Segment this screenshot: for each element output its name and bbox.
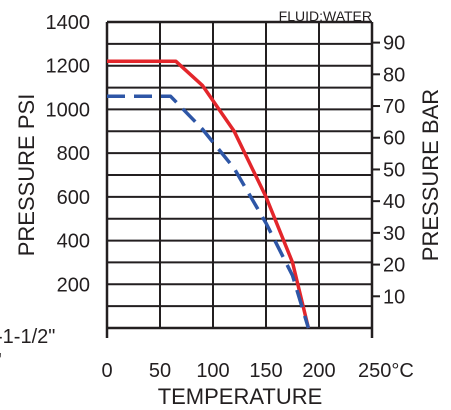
- temperature-tick-label: 0: [101, 360, 112, 382]
- bar-tick-label: 70: [383, 96, 405, 118]
- psi-tick-label: 1200: [46, 56, 91, 78]
- temperature-tick-label: 100: [196, 360, 229, 382]
- psi-tick-label: 1000: [46, 99, 91, 121]
- y-axis-label-bar: PRESSURE BAR: [418, 89, 443, 261]
- temperature-tick-labels: 0 50 100 150 200 250°C: [101, 360, 413, 382]
- bar-tick-label: 60: [383, 128, 405, 150]
- temperature-tick-label: 200: [302, 360, 335, 382]
- bar-tick-marks: [372, 41, 380, 298]
- y-axis-label-psi: PRESSURE PSI: [14, 94, 39, 257]
- bar-tick-label: 10: [383, 286, 405, 308]
- psi-tick-label: 400: [57, 231, 90, 253]
- bar-tick-label: 50: [383, 159, 405, 181]
- bar-tick-label: 90: [383, 33, 405, 55]
- temperature-tick-label: 250°C: [358, 360, 414, 382]
- temperature-tick-label: 150: [249, 360, 282, 382]
- bar-tick-label: 40: [383, 191, 405, 213]
- side-fragment-quote: ': [0, 350, 2, 372]
- psi-tick-label: 600: [57, 187, 90, 209]
- bar-tick-label: 20: [383, 255, 405, 277]
- psi-tick-label: 800: [57, 143, 90, 165]
- bar-tick-label: 80: [383, 64, 405, 86]
- x-axis-label: TEMPERATURE: [158, 384, 323, 409]
- psi-tick-label: 200: [57, 274, 90, 296]
- series-line-dashed-blue: [107, 94, 311, 329]
- grid-lines: [107, 22, 372, 328]
- fluid-annotation: FLUID:WATER: [279, 8, 372, 24]
- bar-tick-labels: 10 20 30 40 50 60 70 80 90: [383, 33, 405, 309]
- side-fragment-size: -1-1/2": [0, 326, 55, 348]
- psi-tick-labels: 200 400 600 800 1000 1200 1400: [46, 12, 91, 296]
- bar-tick-label: 30: [383, 223, 405, 245]
- series-layer: [107, 59, 311, 329]
- psi-tick-label: 1400: [46, 12, 91, 34]
- temperature-tick-label: 50: [149, 360, 171, 382]
- series-line-solid-red: [107, 59, 311, 329]
